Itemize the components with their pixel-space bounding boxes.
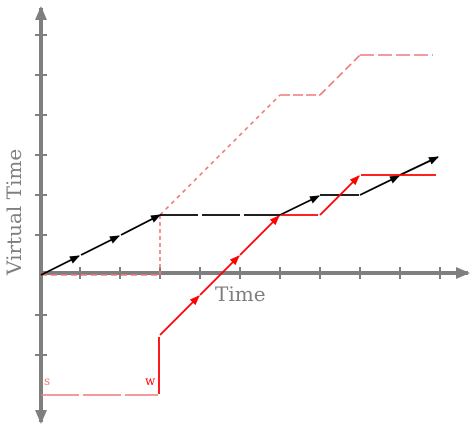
- y-axis-title: Virtual Time: [2, 149, 26, 276]
- black-arrow: [359, 175, 400, 196]
- pink-rise-2: [319, 54, 361, 96]
- y-ticks: [35, 34, 47, 356]
- black-arrow: [279, 195, 320, 216]
- x-axis-title: Time: [215, 282, 266, 306]
- w-marker: w: [145, 374, 156, 388]
- black-arrow: [80, 235, 120, 256]
- black-arrow: [40, 255, 80, 276]
- black-arrow: [399, 156, 439, 176]
- red-arrow: [159, 295, 200, 336]
- red-arrow: [199, 255, 240, 296]
- black-arrow: [120, 214, 161, 236]
- pink-dashed-path: [41, 54, 433, 396]
- red-path: [158, 174, 436, 394]
- axes: [35, 6, 470, 424]
- s-marker: s: [44, 374, 50, 388]
- pink-rise-1: [159, 94, 281, 216]
- red-arrow: [319, 175, 360, 216]
- red-arrow: [239, 215, 280, 256]
